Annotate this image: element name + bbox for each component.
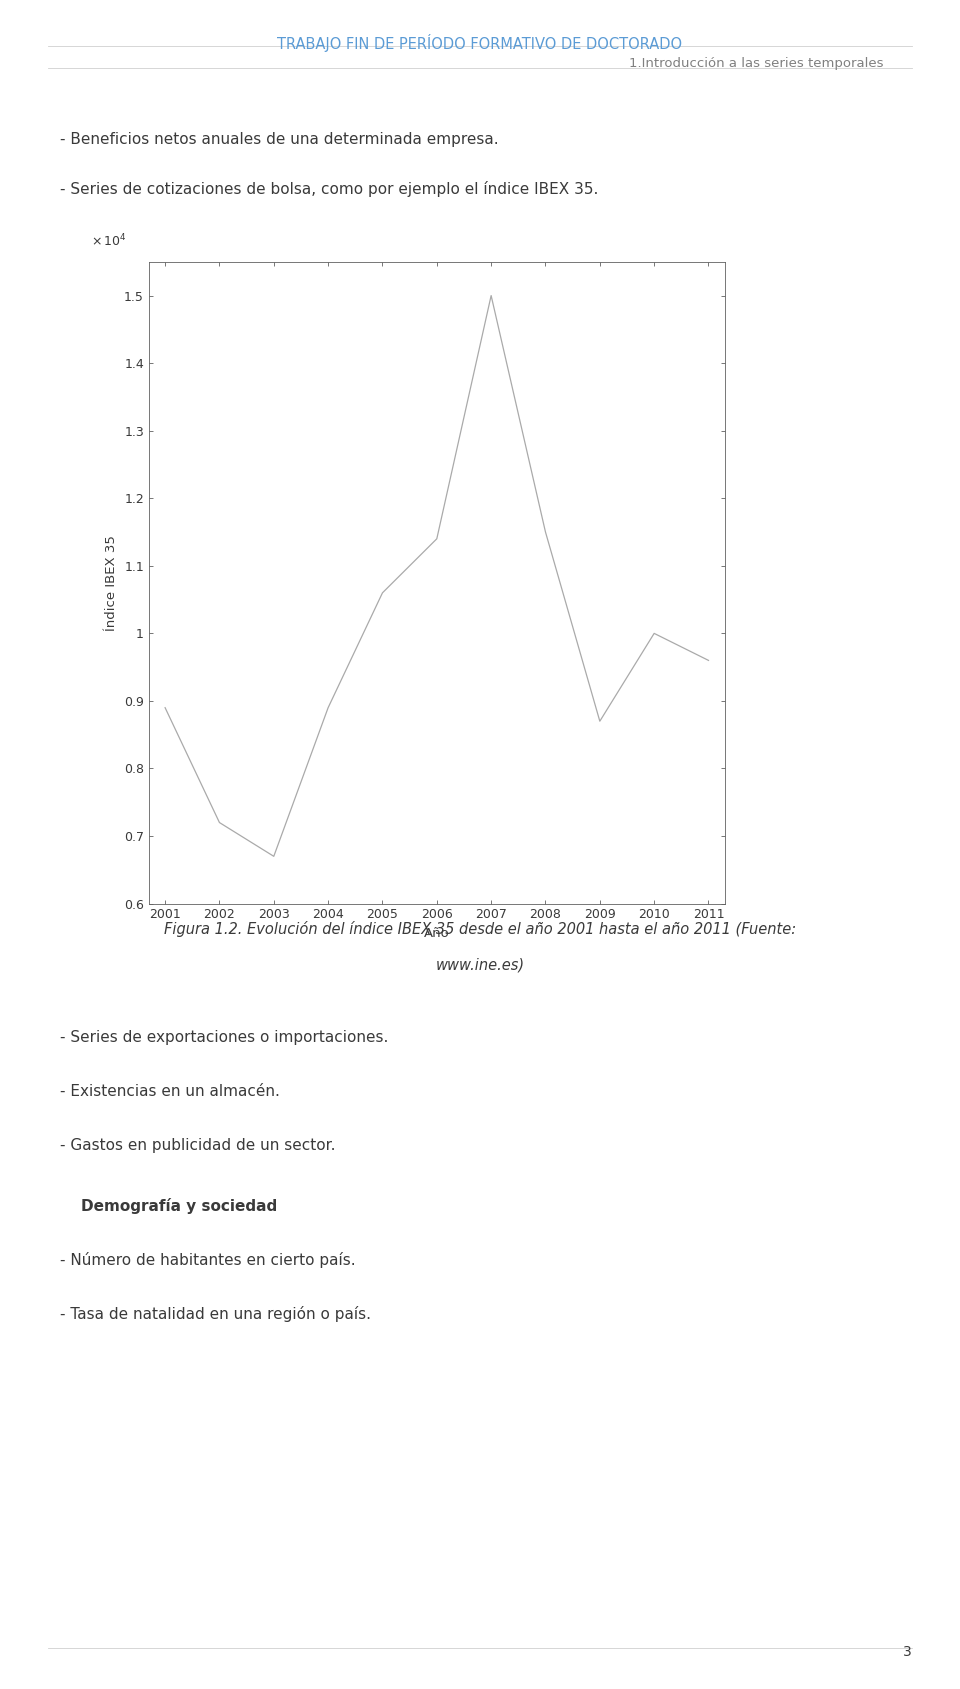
Text: Figura 1.2. Evolución del índice IBEX 35 desde el año 2001 hasta el año 2011 (Fu: Figura 1.2. Evolución del índice IBEX 35… xyxy=(164,921,796,936)
Text: $\times\,10^{4}$: $\times\,10^{4}$ xyxy=(91,233,127,248)
Text: www.ine.es): www.ine.es) xyxy=(436,958,524,973)
Text: TRABAJO FIN DE PERÍODO FORMATIVO DE DOCTORADO: TRABAJO FIN DE PERÍODO FORMATIVO DE DOCT… xyxy=(277,34,683,52)
Text: 1.Introducción a las series temporales: 1.Introducción a las series temporales xyxy=(629,57,883,71)
Text: - Existencias en un almacén.: - Existencias en un almacén. xyxy=(60,1084,280,1100)
X-axis label: Año: Año xyxy=(424,927,449,941)
Text: - Gastos en publicidad de un sector.: - Gastos en publicidad de un sector. xyxy=(60,1138,336,1154)
Text: - Número de habitantes en cierto país.: - Número de habitantes en cierto país. xyxy=(60,1252,356,1267)
Text: - Series de cotizaciones de bolsa, como por ejemplo el índice IBEX 35.: - Series de cotizaciones de bolsa, como … xyxy=(60,181,599,196)
Text: - Beneficios netos anuales de una determinada empresa.: - Beneficios netos anuales de una determ… xyxy=(60,132,499,147)
Y-axis label: Índice IBEX 35: Índice IBEX 35 xyxy=(106,535,118,630)
Text: - Tasa de natalidad en una región o país.: - Tasa de natalidad en una región o país… xyxy=(60,1306,372,1321)
Text: - Series de exportaciones o importaciones.: - Series de exportaciones o importacione… xyxy=(60,1030,389,1045)
Text: Demografía y sociedad: Demografía y sociedad xyxy=(60,1198,277,1213)
Text: 3: 3 xyxy=(903,1645,912,1659)
